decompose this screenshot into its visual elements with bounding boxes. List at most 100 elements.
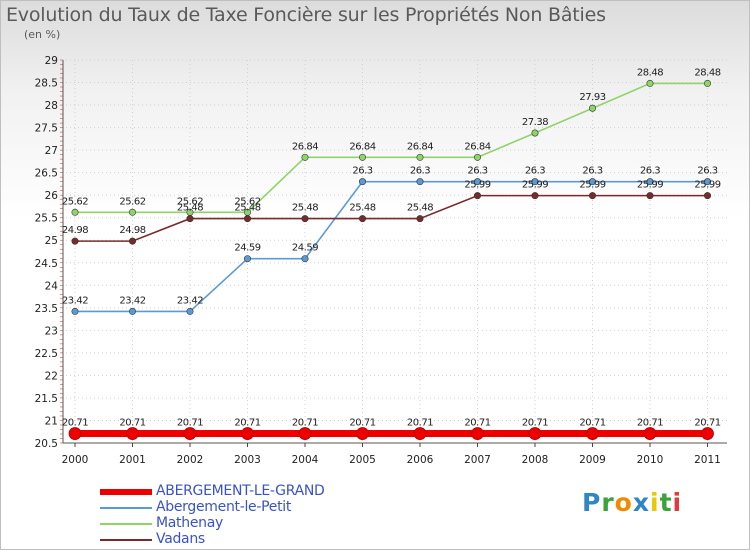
point-ABERGEMENT-LE-GRAND: [68, 427, 82, 440]
x-tick-label: 2000: [62, 454, 89, 466]
point-Abergement-le-Petit: [531, 178, 539, 186]
point-Abergement-le-Petit: [646, 178, 654, 186]
y-tick-label: 28: [45, 100, 58, 112]
data-label: 23.42: [62, 295, 88, 306]
x-tick-label: 2004: [292, 454, 319, 466]
x-tick-label: 2001: [119, 454, 146, 466]
data-label: 26.3: [525, 166, 545, 177]
data-label: 26.84: [407, 141, 433, 152]
point-Abergement-le-Petit: [129, 307, 137, 315]
x-tick-label: 2010: [637, 454, 664, 466]
point-ABERGEMENT-LE-GRAND: [586, 427, 599, 440]
series-line-Vadans: [75, 194, 708, 242]
point-Abergement-le-Petit: [588, 178, 596, 186]
point-Abergement-le-Petit: [416, 178, 424, 186]
y-tick-label: 27.5: [35, 123, 58, 135]
legend-label: Mathenay: [156, 515, 223, 531]
x-tick-label: 2008: [522, 454, 549, 466]
logo-letter: r: [601, 488, 615, 517]
point-Mathenay: [71, 208, 79, 216]
point-ABERGEMENT-LE-GRAND: [241, 427, 254, 440]
point-ABERGEMENT-LE-GRAND: [413, 427, 427, 440]
data-label: 25.99: [579, 180, 605, 191]
data-label: 26.3: [352, 166, 372, 177]
data-label: 27.38: [522, 117, 548, 128]
data-label: 26.3: [410, 166, 430, 177]
legend-label: Abergement-le-Petit: [156, 499, 292, 515]
chart-title: Evolution du Taux de Taxe Foncière sur l…: [6, 4, 606, 26]
data-label: 20.71: [464, 418, 490, 429]
point-Mathenay: [301, 153, 309, 161]
point-ABERGEMENT-LE-GRAND: [298, 427, 312, 440]
data-label: 24.59: [292, 243, 318, 254]
unit-label: (en %): [24, 28, 61, 41]
legend-item: Vadans: [100, 531, 420, 548]
logo-letter: i: [672, 488, 683, 517]
data-labels: 20.71 20.71 20.71 20.71 20.71 20.71 20.71 20.71…: [62, 67, 721, 428]
data-label: 20.71: [522, 418, 548, 429]
data-label: 25.99: [694, 180, 720, 191]
y-tick-label: 27: [45, 145, 58, 157]
point-Vadans: [703, 192, 711, 200]
point-Vadans: [301, 215, 309, 223]
data-label: 25.48: [234, 203, 260, 214]
data-label: 25.48: [407, 203, 433, 214]
legend-label: Vadans: [156, 531, 205, 547]
legend-item: Mathenay: [100, 515, 420, 532]
point-Vadans: [531, 192, 539, 200]
y-tick-label: 24.5: [35, 258, 58, 270]
point-Vadans: [244, 215, 252, 223]
data-label: 25.48: [177, 203, 203, 214]
point-Abergement-le-Petit: [301, 255, 309, 263]
data-label: 20.71: [292, 418, 318, 429]
point-ABERGEMENT-LE-GRAND: [643, 427, 657, 440]
axes: 20.5 21 21.5 22 22.5 23 23.5 24 24.5 25 25.5 26 26.5…: [35, 55, 727, 466]
logo-letter: P: [582, 488, 602, 517]
x-tick-label: 2002: [177, 454, 204, 466]
point-Vadans: [71, 237, 79, 245]
legend-swatch: [100, 507, 152, 509]
y-tick-label: 23: [45, 325, 58, 337]
y-tick-label: 25.5: [35, 213, 58, 225]
data-label: 20.71: [637, 418, 663, 429]
point-Abergement-le-Petit: [186, 307, 194, 315]
data-label: 23.42: [119, 295, 145, 306]
data-label: 20.71: [234, 418, 260, 429]
point-Mathenay: [416, 153, 424, 161]
point-Mathenay: [129, 208, 137, 216]
point-Mathenay: [531, 129, 539, 137]
point-Abergement-le-Petit: [71, 307, 79, 315]
y-tick-label: 21: [45, 415, 58, 427]
point-Vadans: [186, 215, 194, 223]
legend-swatch: [100, 539, 152, 541]
y-tick-label: 26: [45, 190, 59, 202]
data-label: 26.3: [697, 166, 717, 177]
legend-item: ABERGEMENT-LE-GRAND: [100, 483, 420, 500]
data-label: 25.62: [119, 196, 145, 207]
point-Abergement-le-Petit: [244, 255, 252, 263]
data-label: 26.3: [640, 166, 660, 177]
proxiti-logo: Proxiti: [582, 488, 682, 517]
data-label: 26.3: [582, 166, 602, 177]
data-label: 25.62: [234, 196, 260, 207]
data-label: 26.84: [292, 141, 318, 152]
point-Abergement-le-Petit: [703, 178, 711, 186]
data-label: 26.84: [464, 141, 490, 152]
data-label: 28.48: [694, 67, 720, 78]
point-Vadans: [646, 192, 654, 200]
data-label: 25.99: [464, 180, 490, 191]
data-label: 28.48: [637, 67, 663, 78]
point-Abergement-le-Petit: [358, 178, 366, 186]
data-label: 25.99: [522, 180, 548, 191]
logo-letter: i: [650, 488, 660, 517]
data-label: 24.98: [62, 225, 88, 236]
y-tick-label: 26.5: [35, 168, 58, 180]
data-label: 20.71: [694, 418, 720, 429]
point-Mathenay: [646, 79, 654, 87]
point-ABERGEMENT-LE-GRAND: [126, 427, 139, 440]
legend-swatch: [100, 489, 152, 495]
data-label: 20.71: [579, 418, 605, 429]
x-tick-label: 2003: [234, 454, 261, 466]
